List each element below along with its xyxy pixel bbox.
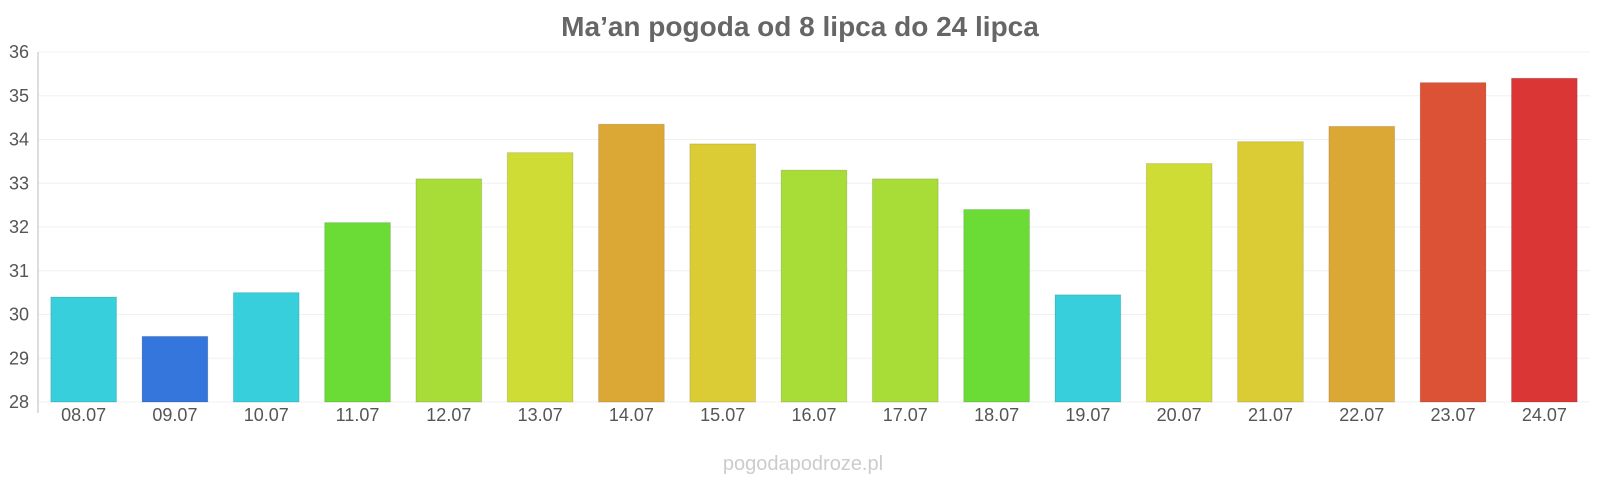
x-tick-label: 21.07 [1248,405,1293,425]
x-tick-label: 09.07 [152,405,197,425]
x-tick-label: 19.07 [1065,405,1110,425]
bar-21.07 [1237,141,1304,403]
x-tick-label: 22.07 [1339,405,1384,425]
x-tick-label: 23.07 [1431,405,1476,425]
x-tick-label: 17.07 [883,405,928,425]
bar-20.07 [1145,163,1213,403]
bar-17.07 [871,178,939,403]
bar-14.07 [598,123,665,403]
x-tick-label: 20.07 [1157,405,1202,425]
y-axis-ticks: 28 29 30 31 32 33 34 35 36 [9,42,29,412]
bar-19.07 [1054,294,1122,403]
y-tick-label: 35 [9,86,29,106]
bar-08.07 [50,296,118,403]
x-tick-label: 18.07 [974,405,1019,425]
x-tick-label: 11.07 [336,405,380,425]
x-axis-ticks: 08.07 09.07 10.07 11.07 12.07 13.07 14.07 15.07… [61,405,1567,425]
y-tick-label: 36 [9,42,29,62]
bar-11.07 [324,222,391,403]
watermark: pogodapodroze.pl [723,453,883,475]
x-tick-label: 10.07 [244,405,289,425]
x-tick-label: 14.07 [609,405,654,425]
y-tick-label: 32 [9,217,29,237]
chart-title: Ma’an pogoda od 8 lipca do 24 lipca [561,11,1039,42]
bar-16.07 [780,169,848,403]
bar-24.07 [1510,77,1578,403]
x-tick-label: 08.07 [61,405,106,425]
y-tick-label: 34 [9,130,29,150]
y-tick-label: 28 [9,392,29,412]
x-tick-label: 16.07 [791,405,836,425]
bar-13.07 [506,152,574,403]
bar-15.07 [689,143,757,403]
x-tick-label: 15.07 [700,405,745,425]
bar-23.07 [1419,82,1487,403]
y-tick-label: 30 [9,305,29,325]
y-tick-label: 31 [9,261,29,281]
bar-18.07 [963,209,1030,403]
x-tick-label: 13.07 [518,405,563,425]
bar-09.07 [141,335,209,403]
bar-10.07 [232,292,300,403]
y-tick-label: 33 [9,173,29,193]
bar-12.07 [415,178,483,403]
x-tick-label: 12.07 [426,405,471,425]
bar-22.07 [1328,125,1396,403]
bars [50,77,1578,403]
x-tick-label: 24.07 [1522,405,1567,425]
y-tick-label: 29 [9,348,29,368]
